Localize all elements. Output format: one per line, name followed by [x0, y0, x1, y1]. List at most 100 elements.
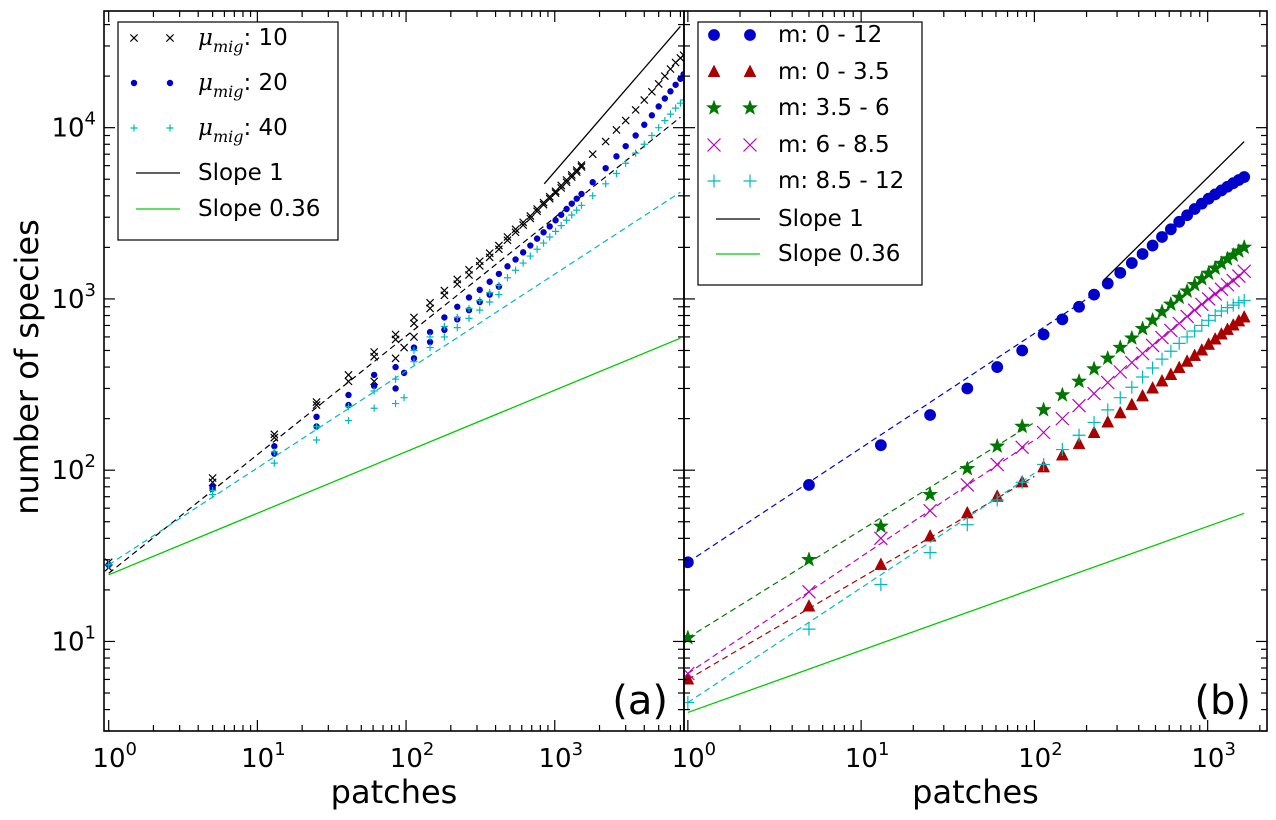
fit-line — [108, 191, 681, 566]
data-point — [802, 584, 816, 599]
data-point — [1124, 355, 1139, 370]
data-point — [1099, 349, 1116, 366]
legend-marker — [707, 174, 721, 188]
data-point — [1037, 328, 1050, 341]
data-point — [1214, 282, 1229, 297]
data-point — [577, 162, 586, 171]
data-point — [923, 529, 937, 542]
data-point — [921, 486, 939, 502]
data-point — [1232, 296, 1246, 310]
reference-line — [543, 26, 681, 185]
data-point — [1220, 277, 1235, 292]
data-point — [526, 214, 535, 223]
data-point — [923, 503, 938, 518]
data-point — [465, 314, 473, 322]
data-point — [684, 666, 695, 681]
data-point — [800, 551, 818, 567]
data-point — [1195, 318, 1209, 332]
x-tick-label: 102 — [390, 739, 435, 774]
y-tick-label: 103 — [51, 280, 96, 315]
legend-marker — [743, 138, 757, 152]
data-point — [370, 387, 378, 395]
data-point — [426, 343, 434, 352]
data-point — [344, 403, 353, 411]
x-tick-label: 100 — [672, 739, 717, 774]
data-point — [557, 222, 565, 230]
legend-label: Slope 1 — [198, 160, 284, 186]
data-point — [1145, 338, 1160, 353]
series-layer — [684, 141, 1253, 714]
data-point — [577, 201, 586, 209]
data-point — [612, 125, 621, 134]
data-point — [1214, 304, 1228, 318]
data-point — [568, 200, 575, 207]
legend: μmig: 10 μmig: 20 μmig: 40 Slope 1 Slope 0.3… — [117, 21, 339, 241]
data-point — [1014, 417, 1031, 434]
data-point — [1085, 360, 1103, 376]
data-point — [345, 391, 352, 399]
legend-label: m: 3.5 - 6 — [778, 95, 890, 121]
data-point — [647, 87, 656, 96]
data-point — [1055, 411, 1070, 426]
data-point — [344, 416, 353, 425]
data-point — [622, 142, 629, 150]
data-point — [519, 221, 528, 230]
legend-box — [117, 21, 339, 241]
legend-item: μmig: 40 — [130, 115, 288, 146]
data-point — [271, 443, 278, 450]
data-point — [676, 99, 684, 107]
data-point — [1087, 425, 1101, 438]
legend-item: m: 0 - 3.5 — [707, 59, 890, 85]
legend-item: m: 3.5 - 6 — [705, 95, 890, 121]
data-point — [1113, 391, 1127, 405]
data-point — [1072, 398, 1086, 413]
data-point — [1125, 397, 1139, 411]
plot-frame — [683, 10, 1268, 732]
data-point — [519, 218, 528, 227]
x-axis-label: patches — [912, 773, 1039, 811]
data-point — [573, 195, 580, 202]
data-point — [655, 103, 662, 110]
series--mig-20 — [105, 71, 684, 569]
data-point — [1194, 297, 1209, 312]
tick-labels: 100 101 102 103 — [672, 739, 1236, 774]
data-point — [1073, 300, 1085, 313]
data-point — [1136, 388, 1149, 402]
data-point — [495, 281, 503, 289]
data-point — [1070, 372, 1088, 389]
legend-item: μmig: 10 — [129, 25, 288, 56]
data-point — [1156, 231, 1168, 243]
fit-line — [687, 421, 1035, 639]
data-point — [1101, 403, 1115, 417]
legend-item: Slope 1 — [716, 206, 864, 232]
legend-marker — [165, 33, 175, 43]
data-point — [872, 517, 889, 534]
data-point — [991, 361, 1004, 373]
data-point — [684, 696, 695, 710]
data-point — [672, 104, 680, 112]
data-point — [519, 259, 527, 267]
data-point — [440, 322, 448, 331]
data-point — [511, 225, 520, 234]
data-point — [1208, 286, 1223, 301]
data-point — [655, 124, 663, 132]
legend-marker — [741, 99, 759, 115]
x-axis-label: patches — [331, 773, 458, 811]
data-point — [533, 245, 541, 253]
data-point — [503, 232, 512, 242]
data-point — [562, 216, 571, 224]
data-point — [612, 169, 621, 178]
data-point — [1201, 292, 1216, 306]
data-point — [802, 599, 816, 612]
series-m-8.5-12 — [684, 293, 1251, 710]
data-point — [392, 363, 399, 371]
data-point — [1237, 264, 1252, 279]
data-point — [1125, 257, 1138, 269]
data-point — [1146, 361, 1160, 375]
data-point — [1135, 346, 1150, 361]
data-point — [465, 304, 473, 313]
legend-item: Slope 0.36 — [716, 241, 900, 267]
data-point — [1155, 352, 1169, 366]
data-point — [641, 121, 648, 128]
series-layer — [104, 26, 684, 576]
